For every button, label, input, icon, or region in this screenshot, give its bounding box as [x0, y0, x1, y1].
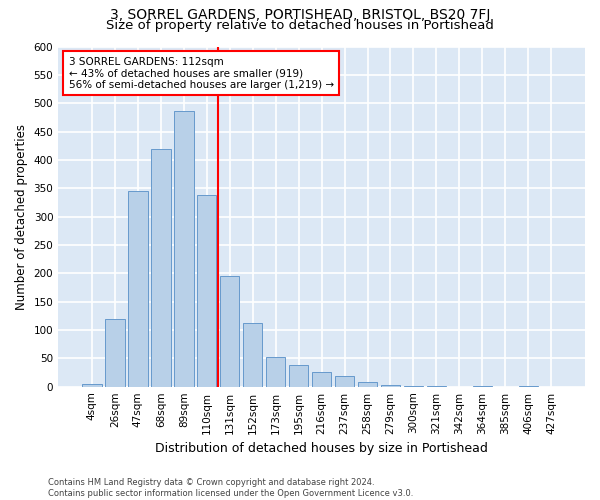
Bar — [312, 372, 331, 386]
Bar — [82, 384, 101, 386]
Y-axis label: Number of detached properties: Number of detached properties — [15, 124, 28, 310]
Text: 3 SORREL GARDENS: 112sqm
← 43% of detached houses are smaller (919)
56% of semi-: 3 SORREL GARDENS: 112sqm ← 43% of detach… — [69, 56, 334, 90]
Bar — [105, 318, 125, 386]
Bar — [243, 323, 262, 386]
Bar — [174, 110, 194, 386]
Bar — [151, 148, 170, 386]
Bar — [358, 382, 377, 386]
X-axis label: Distribution of detached houses by size in Portishead: Distribution of detached houses by size … — [155, 442, 488, 455]
Bar — [128, 191, 148, 386]
Bar — [197, 195, 217, 386]
Bar — [220, 276, 239, 386]
Text: Contains HM Land Registry data © Crown copyright and database right 2024.
Contai: Contains HM Land Registry data © Crown c… — [48, 478, 413, 498]
Bar — [289, 365, 308, 386]
Bar — [381, 385, 400, 386]
Bar — [266, 356, 286, 386]
Text: 3, SORREL GARDENS, PORTISHEAD, BRISTOL, BS20 7FJ: 3, SORREL GARDENS, PORTISHEAD, BRISTOL, … — [110, 8, 490, 22]
Text: Size of property relative to detached houses in Portishead: Size of property relative to detached ho… — [106, 19, 494, 32]
Bar — [335, 376, 355, 386]
